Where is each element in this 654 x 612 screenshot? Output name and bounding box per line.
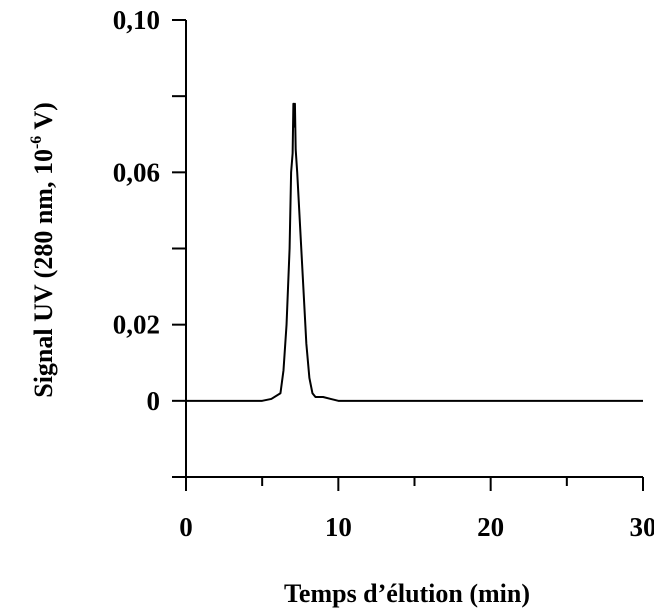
x-tick-label: 10 (325, 512, 352, 542)
y-tick-label: 0,10 (113, 5, 160, 35)
axes (185, 20, 643, 478)
y-tick-label: 0 (147, 386, 161, 416)
x-tick-label: 30 (630, 512, 654, 542)
x-tick-label: 20 (477, 512, 504, 542)
series-group (186, 102, 643, 402)
y-axis-title-main: Signal UV (280 nm, 10 (29, 149, 58, 398)
x-tick-label: 0 (179, 512, 193, 542)
y-tick-label: 0,06 (113, 157, 160, 187)
tick-marks (172, 19, 644, 491)
y-axis-title-exponent: -6 (28, 136, 45, 149)
tick-labels: 0,10 0,06 0,02 0 0 10 20 30 (113, 5, 654, 542)
y-axis-title-tail: V) (29, 102, 58, 135)
y-axis-title: Signal UV (280 nm, 10-6 V) (28, 102, 58, 398)
series-line-1 (186, 102, 643, 402)
x-axis-title: Temps d’élution (min) (284, 579, 530, 608)
y-tick-label: 0,02 (113, 310, 160, 340)
